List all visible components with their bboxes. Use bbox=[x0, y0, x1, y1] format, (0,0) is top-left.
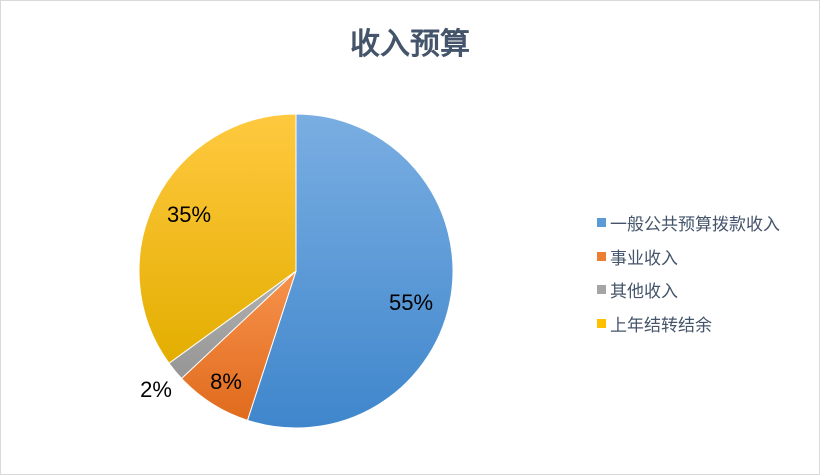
legend: 一般公共预算拨款收入 事业收入 其他收入 上年结转结余 bbox=[597, 206, 780, 340]
chart-title: 收入预算 bbox=[350, 27, 470, 62]
legend-swatch bbox=[597, 318, 606, 328]
legend-label: 其他收入 bbox=[610, 282, 678, 303]
data-label: 35% bbox=[167, 202, 211, 227]
legend-label: 上年结转结余 bbox=[610, 315, 712, 336]
legend-label: 事业收入 bbox=[610, 248, 678, 269]
legend-item: 事业收入 bbox=[597, 240, 780, 274]
legend-label: 一般公共预算拨款收入 bbox=[610, 215, 780, 236]
data-label: 2% bbox=[140, 377, 172, 402]
legend-item: 一般公共预算拨款收入 bbox=[597, 206, 780, 240]
pie-slice bbox=[138, 113, 297, 364]
legend-item: 其他收入 bbox=[597, 273, 780, 307]
data-label: 8% bbox=[210, 369, 242, 394]
legend-item: 上年结转结余 bbox=[597, 307, 780, 341]
legend-swatch bbox=[597, 218, 606, 228]
legend-swatch bbox=[597, 285, 606, 295]
data-label: 55% bbox=[389, 290, 433, 315]
pie-slice bbox=[246, 113, 454, 429]
legend-swatch bbox=[597, 251, 606, 261]
